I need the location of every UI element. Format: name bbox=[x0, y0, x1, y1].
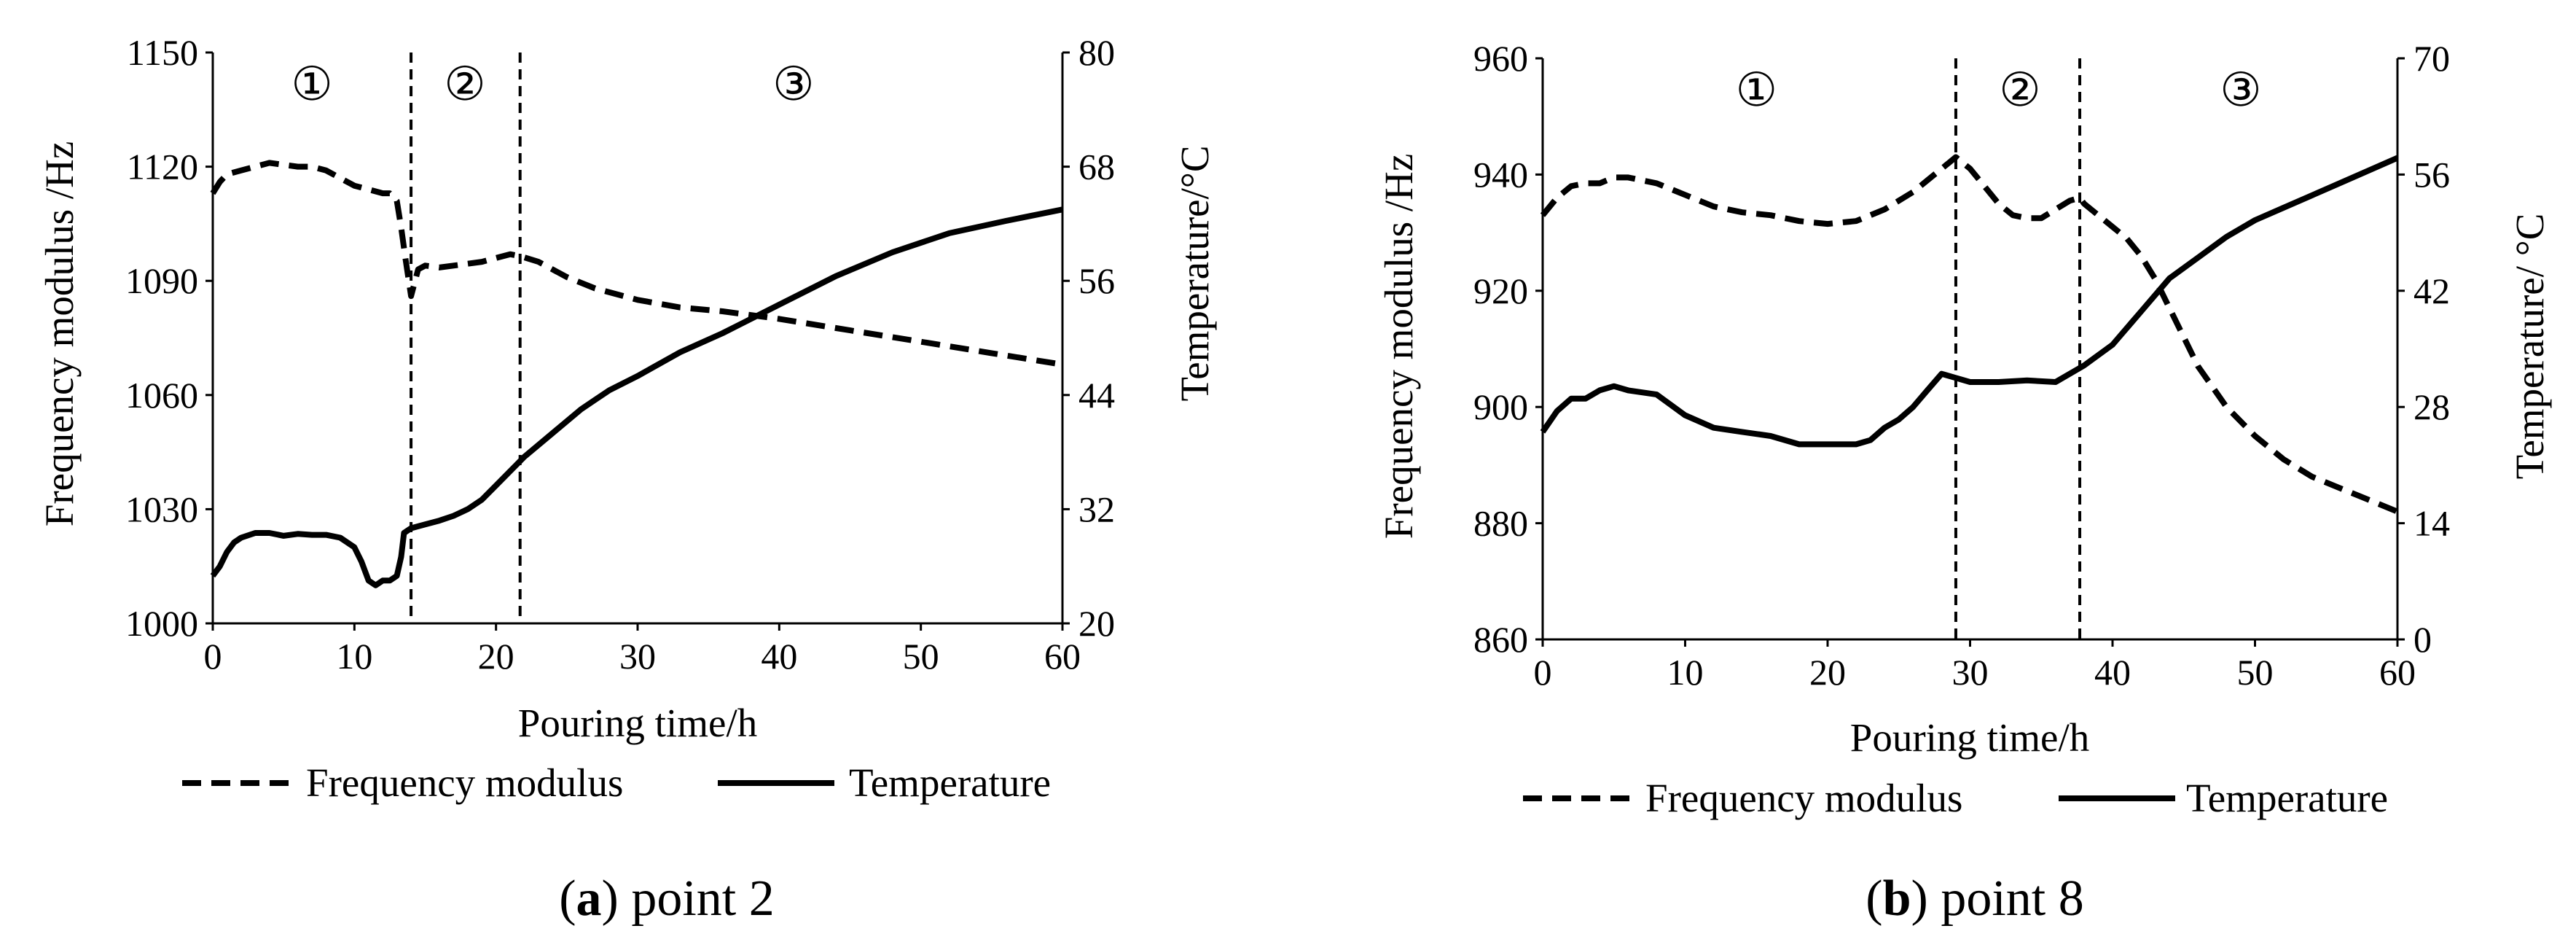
chart-b-y2-tick-label: 0 bbox=[2413, 619, 2432, 660]
chart-a-x-tick-label: 40 bbox=[761, 636, 797, 677]
chart-a-legend-frequency-label: Frequency modulus bbox=[306, 760, 623, 805]
chart-a-y-tick-label: 1030 bbox=[125, 488, 198, 529]
chart-a-y2-tick-label: 44 bbox=[1078, 375, 1115, 416]
chart-a-caption: (a) point 2 bbox=[559, 871, 775, 927]
chart-a-x-tick-label: 20 bbox=[478, 636, 514, 677]
chart-a-legend-temperature-label: Temperature bbox=[849, 760, 1051, 805]
chart-b-x-tick-label: 60 bbox=[2379, 652, 2416, 693]
chart-b-x-tick-label: 20 bbox=[1809, 652, 1846, 693]
chart-a-caption-text: point 2 bbox=[619, 871, 775, 927]
chart-b: 0 10 20 30 40 50 60 860 880 900 920 940 960 0 14 28 42 56… bbox=[1377, 38, 2552, 927]
chart-a-x-axis-title: Pouring time/h bbox=[518, 701, 757, 745]
chart-a-x-tick-label: 60 bbox=[1044, 636, 1081, 677]
chart-a-region-label-3: ③ bbox=[772, 58, 814, 112]
chart-a-region-label-2: ② bbox=[444, 58, 485, 112]
chart-b-caption-label: b bbox=[1883, 871, 1911, 927]
chart-b-y2-tick-label: 56 bbox=[2413, 154, 2450, 195]
chart-a-y-axis-title: Frequency modulus /Hz bbox=[37, 141, 82, 527]
chart-b-y-tick-label: 900 bbox=[1473, 386, 1528, 427]
chart-a-caption-label: a bbox=[576, 871, 602, 927]
chart-b-legend: Frequency modulus Temperature bbox=[1523, 776, 2388, 820]
chart-b-region-label-1: ① bbox=[1736, 63, 1777, 117]
chart-b-x-tick-label: 50 bbox=[2237, 652, 2274, 693]
chart-a-y2-axis-title: Temperature/°C bbox=[1172, 145, 1217, 401]
chart-b-y2-tick-label: 42 bbox=[2413, 270, 2450, 311]
chart-a-x-tick-label: 0 bbox=[204, 636, 222, 677]
chart-b-y2-axis-title: Temperature/ °C bbox=[2508, 214, 2552, 480]
chart-a-y-tick-label: 1120 bbox=[127, 147, 198, 187]
chart-b-y-axis-title: Frequency modulus /Hz bbox=[1377, 154, 1421, 540]
chart-a-x-tick-label: 50 bbox=[903, 636, 939, 677]
chart-b-plot: 0 10 20 30 40 50 60 860 880 900 920 940 960 0 14 28 42 56… bbox=[1473, 38, 2450, 693]
chart-a-y-tick-label: 1000 bbox=[125, 603, 198, 644]
chart-b-temperature-line bbox=[1540, 155, 2399, 448]
chart-a-y2-tick-label: 32 bbox=[1078, 488, 1115, 529]
chart-b-region-label-3: ③ bbox=[2220, 63, 2261, 117]
chart-b-legend-frequency-label: Frequency modulus bbox=[1645, 776, 1962, 820]
chart-b-x-tick-label: 10 bbox=[1667, 652, 1704, 693]
chart-b-caption: (b) point 8 bbox=[1866, 871, 2083, 927]
chart-a-y2-tick-label: 20 bbox=[1078, 603, 1115, 644]
chart-b-y2-tick-label: 70 bbox=[2413, 38, 2450, 79]
chart-b-region-label-2: ② bbox=[1999, 63, 2040, 117]
chart-a-x-tick-label: 10 bbox=[336, 636, 372, 677]
chart-a-legend: Frequency modulus Temperature bbox=[182, 760, 1051, 805]
chart-b-y-tick-label: 960 bbox=[1473, 38, 1528, 79]
chart-b-frequency-modulus-line bbox=[1540, 154, 2399, 515]
chart-a-plot: 0 10 20 30 40 50 60 1000 1030 1060 1090 1120 1150 20 3… bbox=[125, 32, 1115, 677]
chart-a-frequency-modulus-line bbox=[210, 160, 1063, 367]
chart-b-x-tick-label: 0 bbox=[1534, 652, 1552, 693]
chart-b-y2-tick-label: 28 bbox=[2413, 386, 2450, 427]
chart-b-y-tick-label: 880 bbox=[1473, 503, 1528, 544]
chart-a-x-tick-label: 30 bbox=[619, 636, 656, 677]
chart-b-y-tick-label: 860 bbox=[1473, 619, 1528, 660]
chart-a-y2-tick-label: 68 bbox=[1078, 147, 1115, 187]
chart-a-y-tick-label: 1060 bbox=[125, 375, 198, 416]
chart-b-y2-tick-label: 14 bbox=[2413, 503, 2450, 544]
chart-b-legend-temperature-label: Temperature bbox=[2186, 776, 2388, 820]
chart-b-x-tick-label: 30 bbox=[1952, 652, 1989, 693]
chart-b-caption-text: point 8 bbox=[1928, 871, 2084, 927]
chart-a-region-label-1: ① bbox=[291, 58, 332, 112]
chart-b-y-tick-label: 920 bbox=[1473, 270, 1528, 311]
chart-b-y-tick-label: 940 bbox=[1473, 154, 1528, 195]
chart-a-y-tick-label: 1150 bbox=[127, 32, 198, 73]
chart-a-y-tick-label: 1090 bbox=[125, 260, 198, 301]
chart-a: 0 10 20 30 40 50 60 1000 1030 1060 1090 1120 1150 20 3… bbox=[37, 32, 1217, 927]
chart-b-x-axis-title: Pouring time/h bbox=[1850, 715, 2089, 760]
chart-a-temperature-line bbox=[210, 206, 1063, 588]
chart-a-y2-tick-label: 56 bbox=[1078, 260, 1115, 301]
chart-a-y2-tick-label: 80 bbox=[1078, 32, 1115, 73]
chart-b-x-tick-label: 40 bbox=[2094, 652, 2131, 693]
